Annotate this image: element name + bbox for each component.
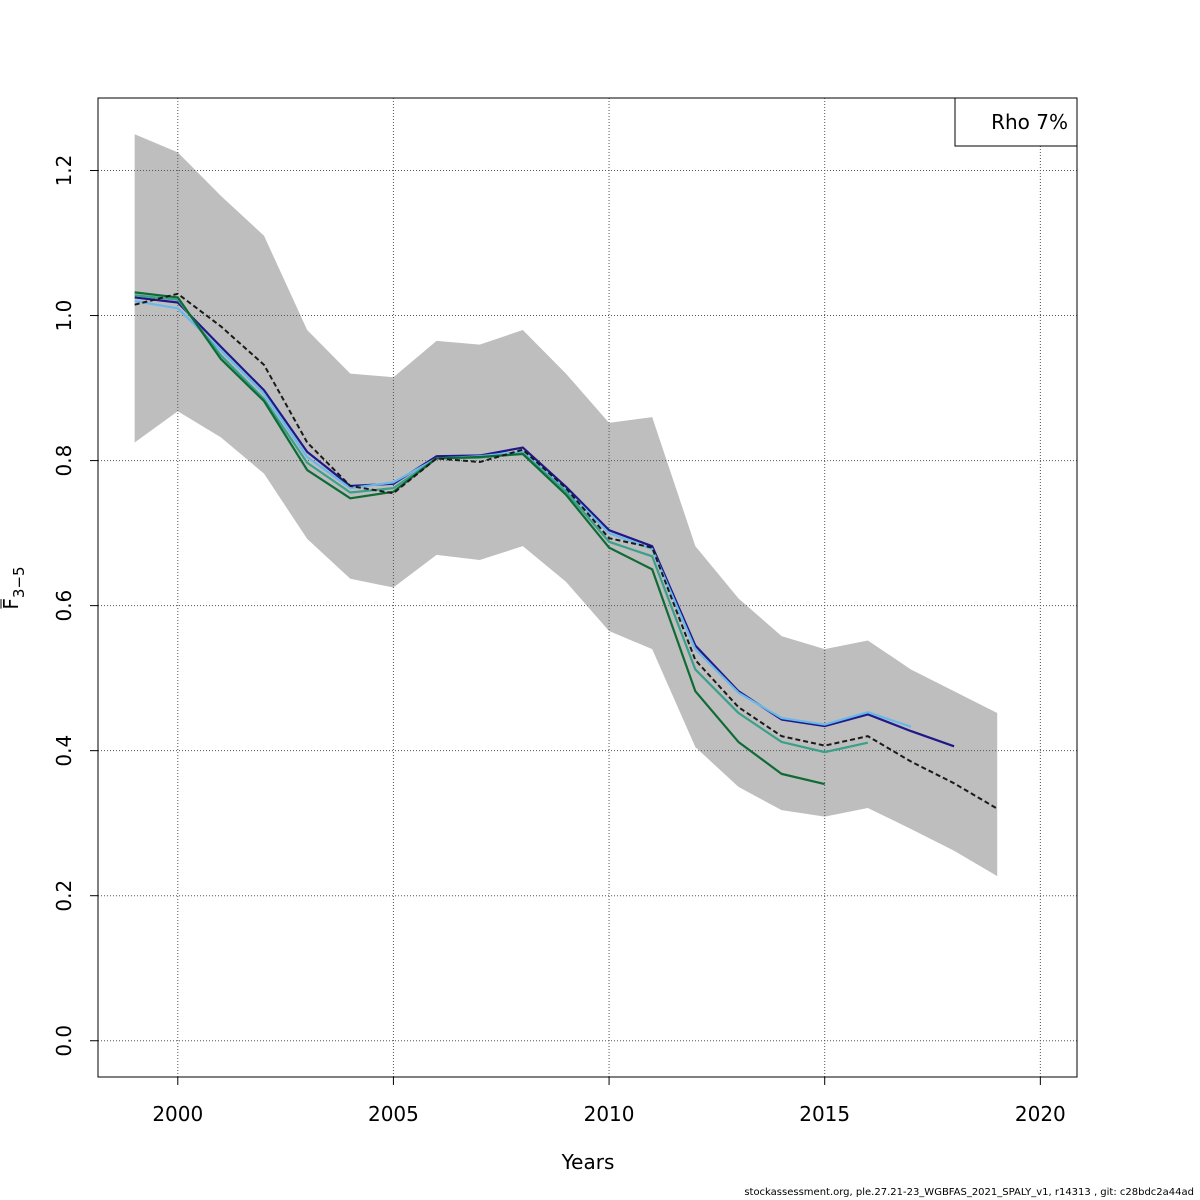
x-axis: 2000 2005 2010 2015 2020: [152, 1077, 1066, 1126]
y-tick-label: 1.0: [52, 300, 76, 332]
y-tick-label: 0.8: [52, 445, 76, 477]
legend: Rho 7%: [954, 97, 1078, 147]
series-layer: [134, 291, 998, 810]
x-tick-label: 2020: [1015, 1102, 1066, 1126]
x-tick-label: 2005: [368, 1102, 419, 1126]
x-tick-label: 2010: [584, 1102, 635, 1126]
confidence-band: [134, 134, 998, 877]
x-tick-label: 2000: [152, 1102, 203, 1126]
y-tick-label: 0.4: [52, 735, 76, 767]
confidence-band-layer: [134, 134, 998, 877]
y-axis: 0.0 0.2 0.4 0.6 0.8 1.0 1.2: [52, 155, 98, 1057]
y-axis-title-sub: 3−5: [10, 566, 28, 598]
series-line-2: [134, 299, 912, 728]
series-line-1: [134, 296, 955, 748]
plot-frame: [97, 97, 1078, 1078]
footer-attribution: stockassessment.org, ple.27.21-23_WGBFAS…: [744, 1187, 1194, 1198]
x-tick-label: 2015: [799, 1102, 850, 1126]
legend-box: [954, 97, 1078, 147]
svg-text:F3−5: F3−5: [0, 566, 28, 609]
y-tick-label: 0.2: [52, 880, 76, 912]
y-axis-title: F3−5: [0, 566, 28, 609]
legend-text: Rho 7%: [991, 110, 1068, 134]
y-tick-label: 1.2: [52, 155, 76, 187]
x-axis-title: Years: [561, 1150, 615, 1174]
y-tick-label: 0.0: [52, 1025, 76, 1057]
series-line-4: [134, 291, 825, 786]
y-axis-title-main: F: [0, 598, 23, 610]
grid-layer: [98, 98, 1077, 1077]
y-tick-label: 0.6: [52, 590, 76, 622]
series-line-5: [134, 292, 998, 810]
